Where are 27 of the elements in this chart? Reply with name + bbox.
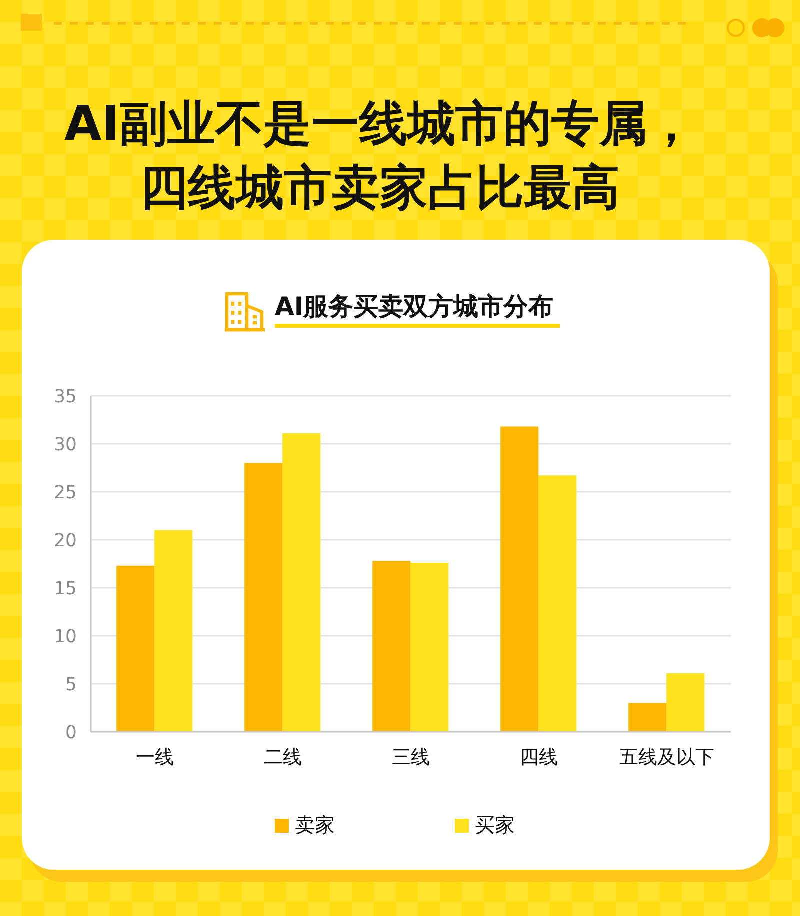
bar (410, 563, 449, 732)
bar (244, 463, 283, 732)
bar (538, 476, 577, 732)
y-tick-label: 30 (54, 434, 77, 456)
y-tick-label: 20 (54, 530, 77, 552)
x-tick-label: 四线 (520, 746, 558, 768)
x-tick-label: 五线及以下 (620, 746, 714, 768)
bar (282, 433, 321, 732)
x-tick-label: 二线 (264, 746, 302, 768)
legend-label: 卖家 (295, 812, 335, 839)
y-tick-label: 0 (66, 722, 77, 744)
bar (666, 673, 705, 732)
y-tick-label: 15 (54, 578, 77, 600)
chart-title: AI副业不是一线城市的专属，四线城市卖家占比最高 (63, 95, 696, 218)
bar (628, 703, 667, 732)
x-tick-label: 一线 (136, 746, 174, 768)
x-tick-label: 三线 (392, 746, 430, 768)
y-tick-label: 35 (54, 386, 77, 408)
chart-subtitle: AI服务买卖双方城市分布 (275, 292, 554, 322)
y-tick-label: 5 (66, 674, 77, 696)
bar (116, 566, 155, 732)
y-tick-label: 10 (54, 626, 77, 648)
y-tick-label: 25 (54, 482, 77, 504)
legend-label: 买家 (475, 812, 515, 839)
bar (500, 426, 539, 732)
bar (372, 561, 411, 732)
bar (154, 530, 193, 732)
